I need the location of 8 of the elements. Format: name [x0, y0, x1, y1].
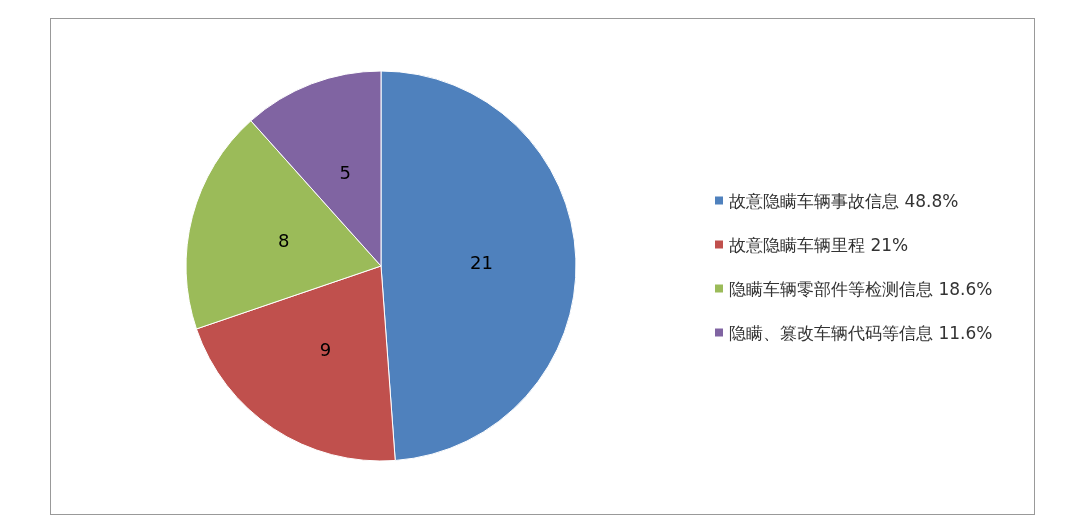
legend-label: 故意隐瞒车辆里程 21% — [729, 234, 909, 255]
data-label: 5 — [339, 161, 351, 183]
data-label: 21 — [469, 251, 493, 273]
legend-label: 故意隐瞒车辆事故信息 48.8% — [729, 190, 959, 211]
data-label: 9 — [319, 339, 332, 361]
data-label: 8 — [278, 230, 290, 252]
legend-label: 隐瞒车辆零部件等检测信息 18.6% — [729, 278, 993, 299]
legend-label: 隐瞒、篡改车辆代码等信息 11.6% — [729, 322, 993, 343]
